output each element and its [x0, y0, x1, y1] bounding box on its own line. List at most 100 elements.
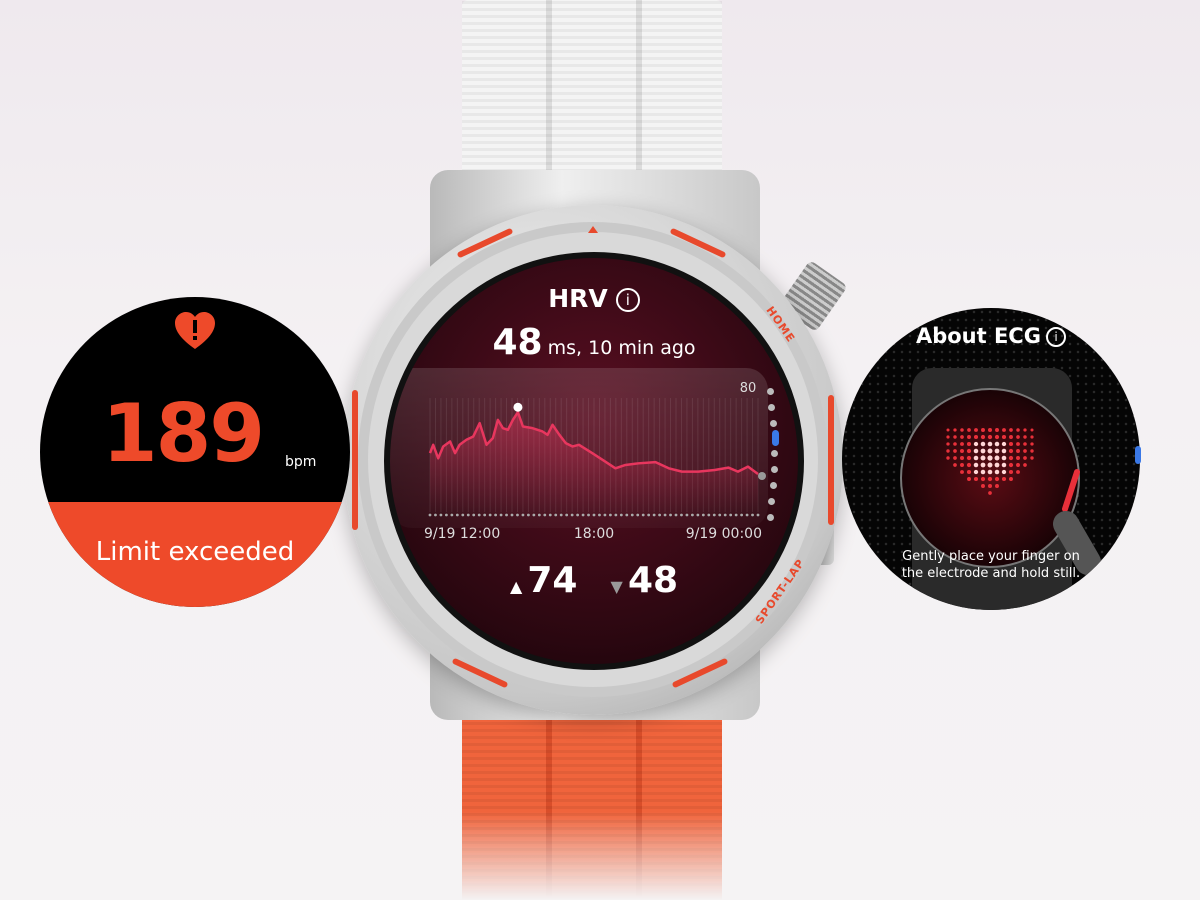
page-dot[interactable]	[766, 514, 774, 521]
x-axis-dot	[472, 513, 476, 517]
heart-dot	[973, 448, 979, 454]
page-dot[interactable]	[768, 404, 776, 411]
heart-dot	[988, 428, 992, 432]
heart-dot	[1008, 455, 1014, 461]
info-icon[interactable]: i	[1046, 327, 1067, 347]
heart-dot	[973, 455, 979, 461]
heart-dot	[980, 469, 986, 475]
limit-banner	[40, 502, 350, 607]
x-axis-dot	[729, 513, 733, 517]
heart-dot	[987, 469, 993, 475]
heart-dot	[1001, 441, 1007, 447]
heart-dot	[1023, 449, 1027, 453]
heart-dot	[980, 448, 986, 454]
heart-dot	[1008, 448, 1014, 454]
x-axis-dot	[652, 513, 656, 517]
x-axis-dot	[510, 513, 514, 517]
x-axis-dot	[461, 513, 465, 517]
x-axis-dot	[537, 513, 541, 517]
page-dot[interactable]	[766, 388, 774, 395]
x-axis-dot	[455, 513, 459, 517]
x-tick-label: 9/19 12:00	[424, 526, 500, 542]
y-tick-label: 80	[740, 381, 757, 396]
heart-dot	[994, 448, 1000, 454]
x-axis-dot	[494, 513, 497, 517]
info-icon[interactable]: i	[615, 288, 640, 312]
watch-screen[interactable]: HRV i 48 ms, 10 min ago 80 9/19 12:00 18:0…	[384, 252, 804, 670]
peak-marker	[513, 402, 523, 412]
heart-rate-card: 189 bpm Limit exceeded	[40, 297, 350, 607]
heart-dot	[1001, 448, 1007, 454]
bezel-marker	[828, 395, 834, 525]
page-dot-active[interactable]	[772, 430, 779, 446]
x-axis-dot	[587, 513, 590, 517]
heart-dot	[966, 448, 972, 454]
heart-dot	[987, 476, 993, 482]
heart-dot	[1009, 435, 1013, 439]
heart-dot	[980, 434, 986, 440]
x-axis-dot	[641, 513, 645, 517]
x-axis-dot	[559, 513, 563, 517]
x-axis-dot	[745, 513, 749, 517]
heart-dot	[966, 455, 972, 461]
ecg-scroll-indicator[interactable]	[1135, 446, 1141, 464]
heart-dot	[960, 442, 964, 446]
x-axis-dot	[576, 513, 579, 517]
latest-marker	[758, 472, 766, 480]
heart-dot	[1009, 428, 1013, 432]
x-axis-dot	[543, 513, 547, 517]
heart-dot	[953, 463, 957, 467]
heart-dot	[994, 462, 1000, 468]
heart-dot	[967, 477, 971, 481]
heart-dot	[966, 462, 972, 468]
page-dot[interactable]	[768, 498, 776, 505]
heart-dot	[973, 441, 979, 447]
x-axis-dot	[740, 513, 743, 517]
ecg-instruction: Gently place your finger on the electrod…	[901, 549, 1081, 581]
heart-dot	[973, 469, 979, 475]
heart-dot	[966, 441, 972, 447]
x-axis-dot	[505, 513, 508, 517]
heart-dot	[981, 428, 985, 432]
heart-rate-unit: bpm	[285, 454, 317, 470]
x-axis-dot	[619, 513, 623, 517]
heart-dot	[988, 491, 992, 495]
x-axis-dot	[707, 513, 711, 517]
heart-dot	[987, 448, 993, 454]
x-axis-dot	[685, 513, 689, 517]
heart-dot	[946, 456, 950, 460]
x-tick-label: 9/19 00:00	[686, 526, 762, 542]
x-axis-dot	[527, 513, 530, 517]
x-axis-dot	[696, 513, 700, 517]
page-dot[interactable]	[769, 420, 777, 427]
x-axis-dot	[477, 513, 481, 517]
heart-dot	[995, 484, 999, 488]
page-dot[interactable]	[771, 466, 779, 473]
heart-dot	[988, 484, 992, 488]
heart-dot	[1016, 456, 1020, 460]
x-axis-dot	[603, 513, 607, 517]
heart-dot	[953, 449, 957, 453]
bezel-marker	[352, 390, 358, 530]
heart-dot	[1030, 456, 1034, 460]
x-axis-dot	[701, 513, 705, 517]
heart-dot	[987, 455, 993, 461]
hrv-value-suffix: ms, 10 min ago	[547, 337, 696, 359]
bezel-triangle-marker	[588, 226, 598, 233]
hrv-title: HRV	[548, 284, 608, 313]
x-axis-dot	[488, 513, 492, 517]
x-axis-dot	[723, 513, 727, 517]
heart-dot	[1016, 428, 1020, 432]
x-axis-dot	[674, 513, 678, 517]
heart-dot	[1001, 434, 1007, 440]
page-dot[interactable]	[769, 482, 777, 489]
heart-dot	[953, 428, 957, 432]
heart-dot	[953, 435, 957, 439]
x-axis-dot	[445, 513, 448, 517]
x-axis-dot	[439, 513, 443, 517]
page-dot[interactable]	[771, 450, 779, 457]
heart-dot	[967, 435, 971, 439]
x-axis-dot	[554, 513, 558, 517]
heart-dot	[967, 428, 971, 432]
hrv-value: 48	[492, 322, 543, 363]
